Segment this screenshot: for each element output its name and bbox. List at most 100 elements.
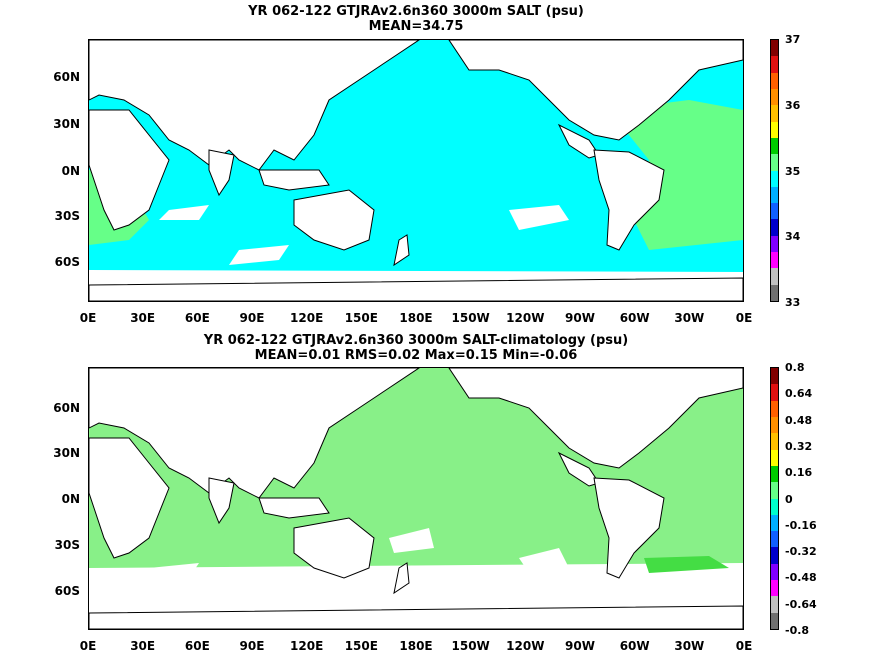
colorbar-label: -0.64	[785, 597, 817, 611]
lat-label: 0N	[61, 164, 80, 178]
colorbar-swatch	[771, 433, 778, 450]
newzealand-land	[393, 562, 410, 595]
lat-label: 60S	[54, 584, 80, 598]
lon-label: 30E	[130, 639, 156, 653]
colorbar-label: -0.48	[785, 571, 817, 585]
australia-land	[293, 517, 375, 579]
colorbar-swatch	[771, 137, 778, 155]
lon-label: 120W	[506, 311, 545, 325]
panel1-mean: MEAN=34.75	[368, 19, 464, 34]
colorbar-swatch	[771, 56, 778, 73]
lon-label: 150E	[344, 639, 378, 653]
lon-label: 0E	[79, 639, 97, 653]
central-america-land	[557, 451, 600, 487]
colorbar-swatch	[771, 449, 778, 466]
lon-label: 0E	[79, 311, 97, 325]
colorbar-swatch	[771, 235, 778, 253]
lon-label: 180E	[399, 639, 433, 653]
lon-label: 0E	[735, 639, 753, 653]
land	[89, 368, 743, 629]
africa-land	[89, 437, 170, 559]
antarctica-land	[89, 277, 743, 301]
colorbar-swatch	[771, 416, 778, 434]
lon-label: 120W	[506, 639, 545, 653]
panel2-stats: MEAN=0.01 RMS=0.02 Max=0.15 Min=-0.06	[254, 348, 578, 363]
panel2-colorbar	[770, 367, 779, 630]
lon-label: 0E	[735, 311, 753, 325]
colorbar-swatch	[771, 612, 778, 629]
colorbar-swatch	[771, 88, 778, 106]
colorbar-swatch	[771, 40, 778, 57]
colorbar-swatch	[771, 596, 778, 613]
colorbar-label: 34	[785, 230, 801, 244]
lat-label: 30S	[54, 538, 80, 552]
indonesia-land	[258, 169, 330, 191]
colorbar-swatch	[771, 368, 778, 385]
panel1-map	[88, 39, 744, 302]
lon-label: 90W	[565, 311, 595, 325]
lon-label: 30W	[674, 311, 705, 325]
africa-land	[89, 109, 170, 231]
colorbar-swatch	[771, 400, 778, 417]
lon-label: 180E	[399, 311, 433, 325]
lon-label: 90W	[565, 639, 595, 653]
lon-label: 60W	[619, 311, 650, 325]
colorbar-swatch	[771, 514, 778, 532]
lon-label: 90E	[239, 639, 265, 653]
india-land	[208, 477, 235, 525]
lon-label: 150W	[451, 311, 490, 325]
lon-label: 90E	[239, 311, 265, 325]
lat-label: 60N	[53, 70, 80, 84]
colorbar-swatch	[771, 252, 778, 269]
panel2-map-svg	[89, 368, 743, 629]
panel1-title: YR 062-122 GTJRAv2.6n360 3000m SALT (psu…	[248, 4, 584, 19]
colorbar-label: 36	[785, 98, 801, 112]
colorbar-swatch	[771, 498, 778, 515]
colorbar-swatch	[771, 580, 778, 597]
lon-label: 60E	[184, 311, 210, 325]
lat-label: 60N	[53, 401, 80, 415]
colorbar-label: 0.48	[785, 413, 813, 427]
colorbar-label: 35	[785, 164, 801, 178]
lat-label: 30N	[53, 446, 80, 460]
colorbar-label: 0.32	[785, 439, 813, 453]
panel2-title: YR 062-122 GTJRAv2.6n360 3000m SALT-clim…	[203, 333, 629, 348]
eurasia-land	[89, 368, 420, 499]
colorbar-swatch	[771, 482, 778, 499]
lat-label: 30N	[53, 117, 80, 131]
north-america-land	[448, 368, 743, 469]
lon-label: 30E	[130, 311, 156, 325]
colorbar-label: 0.64	[785, 387, 813, 401]
colorbar-label: -0.16	[785, 518, 817, 532]
colorbar-swatch	[771, 268, 778, 285]
lon-label: 60W	[619, 639, 650, 653]
lon-label: 30W	[674, 639, 705, 653]
antarctica-land	[89, 605, 743, 629]
lat-label: 60S	[54, 255, 80, 269]
colorbar-swatch	[771, 531, 778, 548]
colorbar-label: 0.8	[785, 361, 805, 374]
colorbar-label: 0	[785, 492, 793, 506]
panel1-map-svg	[89, 40, 743, 301]
colorbar-swatch	[771, 465, 778, 483]
panel2-map	[88, 367, 744, 630]
land	[89, 40, 743, 301]
lon-label: 60E	[184, 639, 210, 653]
colorbar-swatch	[771, 186, 778, 204]
lat-label: 30S	[54, 209, 80, 223]
newzealand-land	[393, 234, 410, 267]
panel1-colorbar	[770, 39, 779, 302]
colorbar-swatch	[771, 121, 778, 138]
colorbar-swatch	[771, 203, 778, 220]
colorbar-swatch	[771, 219, 778, 236]
central-america-land	[557, 123, 600, 159]
australia-land	[293, 189, 375, 251]
colorbar-swatch	[771, 384, 778, 401]
colorbar-swatch	[771, 563, 778, 581]
colorbar-swatch	[771, 154, 778, 171]
indonesia-land	[258, 497, 330, 519]
colorbar-swatch	[771, 170, 778, 187]
colorbar-label: 0.16	[785, 466, 813, 480]
lon-label: 120E	[290, 311, 324, 325]
lat-label: 0N	[61, 492, 80, 506]
